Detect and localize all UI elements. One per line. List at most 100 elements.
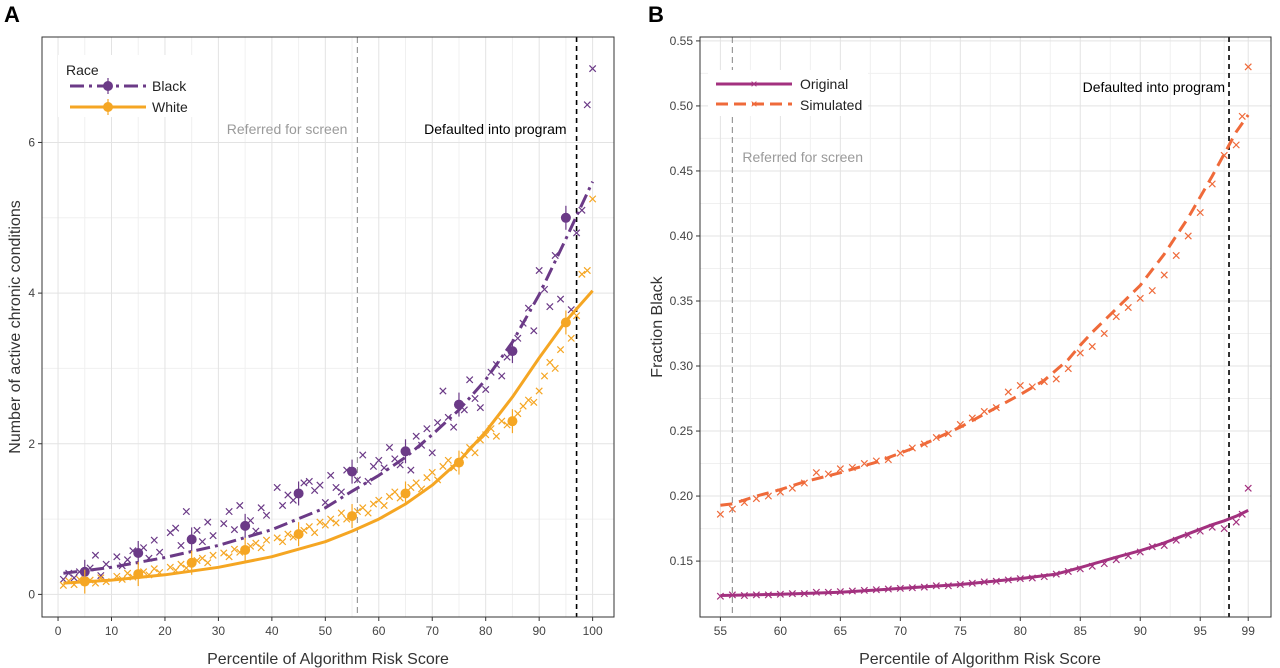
percentile-marker-white	[492, 432, 501, 440]
x-tick-label: 50	[319, 624, 333, 638]
percentile-marker-black	[466, 376, 474, 384]
percentile-marker-black	[535, 266, 543, 275]
fit-line-black	[63, 180, 594, 575]
percentile-marker-black	[278, 501, 287, 510]
percentile-marker-white	[337, 509, 345, 517]
x-tick-label: 80	[479, 624, 493, 638]
mean-marker-black	[133, 547, 144, 558]
percentile-marker-white	[220, 549, 228, 557]
percentile-marker-black	[150, 536, 158, 544]
percentile-marker-white	[588, 195, 597, 203]
percentile-marker-white	[369, 500, 378, 508]
percentile-marker-simulated	[1184, 232, 1192, 240]
percentile-marker-white	[498, 417, 506, 425]
legend-white-label: White	[152, 99, 188, 115]
mean-marker-white	[133, 569, 144, 580]
percentile-marker-white	[583, 266, 591, 275]
percentile-marker-black	[471, 394, 479, 403]
panel-b-grid	[700, 37, 1271, 617]
y-tick-label: 0.25	[670, 424, 694, 438]
percentile-marker-simulated	[1160, 271, 1168, 279]
panel-a-y-axis-title: Number of active chronic conditions	[7, 200, 24, 453]
percentile-marker-original	[1220, 524, 1228, 533]
percentile-marker-simulated	[716, 510, 725, 518]
x-tick-label: 65	[834, 624, 848, 638]
mean-marker-white	[240, 544, 251, 555]
legend-original-marker: ×	[750, 77, 757, 91]
percentile-marker-white	[177, 560, 185, 568]
x-tick-label: 70	[894, 624, 908, 638]
x-tick-label: 80	[1014, 624, 1028, 638]
percentile-marker-original	[1244, 484, 1252, 492]
percentile-marker-white	[524, 396, 533, 404]
panel-a-legend-title: Race	[66, 62, 99, 78]
x-tick-label: 55	[714, 624, 728, 638]
percentile-marker-white	[380, 501, 388, 510]
percentile-marker-black	[198, 538, 206, 546]
percentile-marker-black	[498, 372, 506, 380]
percentile-marker-black	[369, 462, 378, 470]
mean-marker-black	[400, 446, 411, 457]
percentile-marker-black	[476, 403, 484, 412]
percentile-marker-black	[321, 498, 329, 507]
percentile-marker-white	[535, 387, 543, 395]
percentile-marker-white	[332, 519, 340, 527]
x-tick-label: 30	[212, 624, 226, 638]
panel-b-fit-lines	[720, 114, 1250, 597]
percentile-marker-black	[193, 526, 201, 535]
y-tick-label: 6	[28, 135, 35, 149]
percentile-marker-simulated	[1232, 141, 1240, 149]
referred-for-screen-label: Referred for screen	[227, 121, 348, 137]
panel-b-legend: × Original × Simulated	[708, 70, 868, 116]
percentile-marker-black	[423, 425, 431, 433]
percentile-marker-simulated	[1004, 388, 1012, 396]
mean-marker-white	[186, 557, 197, 568]
y-tick-label: 0.40	[670, 229, 694, 243]
y-tick-label: 0	[28, 587, 35, 601]
percentile-marker-black	[70, 574, 78, 582]
mean-marker-black	[560, 212, 571, 223]
legend-white-marker	[103, 102, 113, 112]
panel-b-x-axis-title: Percentile of Algorithm Risk Score	[859, 651, 1101, 668]
percentile-marker-black	[257, 504, 265, 512]
y-tick-label: 0.15	[670, 554, 694, 568]
y-tick-label: 0.30	[670, 359, 694, 373]
mean-marker-white	[79, 576, 90, 587]
panel-a-plot-area	[42, 37, 614, 617]
percentile-marker-white	[530, 398, 538, 406]
percentile-marker-simulated	[728, 505, 737, 513]
percentile-marker-black	[204, 518, 212, 526]
percentile-marker-simulated	[1172, 251, 1180, 260]
percentile-marker-white	[514, 409, 522, 418]
panel-b-plot-border	[699, 36, 1272, 618]
mean-marker-black	[186, 534, 197, 545]
percentile-marker-black	[412, 432, 420, 440]
panel-b-plot-area	[700, 37, 1271, 617]
mean-marker-black	[347, 466, 358, 477]
y-tick-label: 4	[28, 286, 35, 300]
x-tick-label: 90	[532, 624, 546, 638]
mean-marker-black	[240, 520, 251, 531]
panel-a-means	[79, 205, 571, 594]
mean-marker-white	[507, 416, 518, 427]
legend-black-marker	[103, 81, 113, 91]
percentile-marker-black	[385, 443, 394, 452]
percentile-marker-black	[327, 471, 335, 480]
percentile-marker-simulated	[1112, 312, 1120, 321]
x-tick-label: 60	[774, 624, 788, 638]
percentile-marker-black	[578, 206, 586, 214]
x-tick-label: 70	[426, 624, 440, 638]
percentile-marker-simulated	[860, 459, 868, 468]
x-tick-label: 100	[583, 624, 603, 638]
percentile-marker-simulated	[1052, 375, 1060, 383]
panel-a-x-axis-title: Percentile of Algorithm Risk Score	[207, 651, 449, 668]
legend-black-label: Black	[152, 78, 187, 94]
percentile-marker-black	[482, 385, 490, 394]
percentile-marker-white	[540, 372, 549, 380]
y-tick-label: 0.45	[670, 164, 694, 178]
percentile-marker-black	[220, 519, 228, 528]
percentile-marker-black	[556, 295, 565, 303]
mean-marker-black	[453, 399, 464, 410]
percentile-marker-white	[546, 358, 554, 367]
percentile-marker-white	[225, 553, 233, 561]
